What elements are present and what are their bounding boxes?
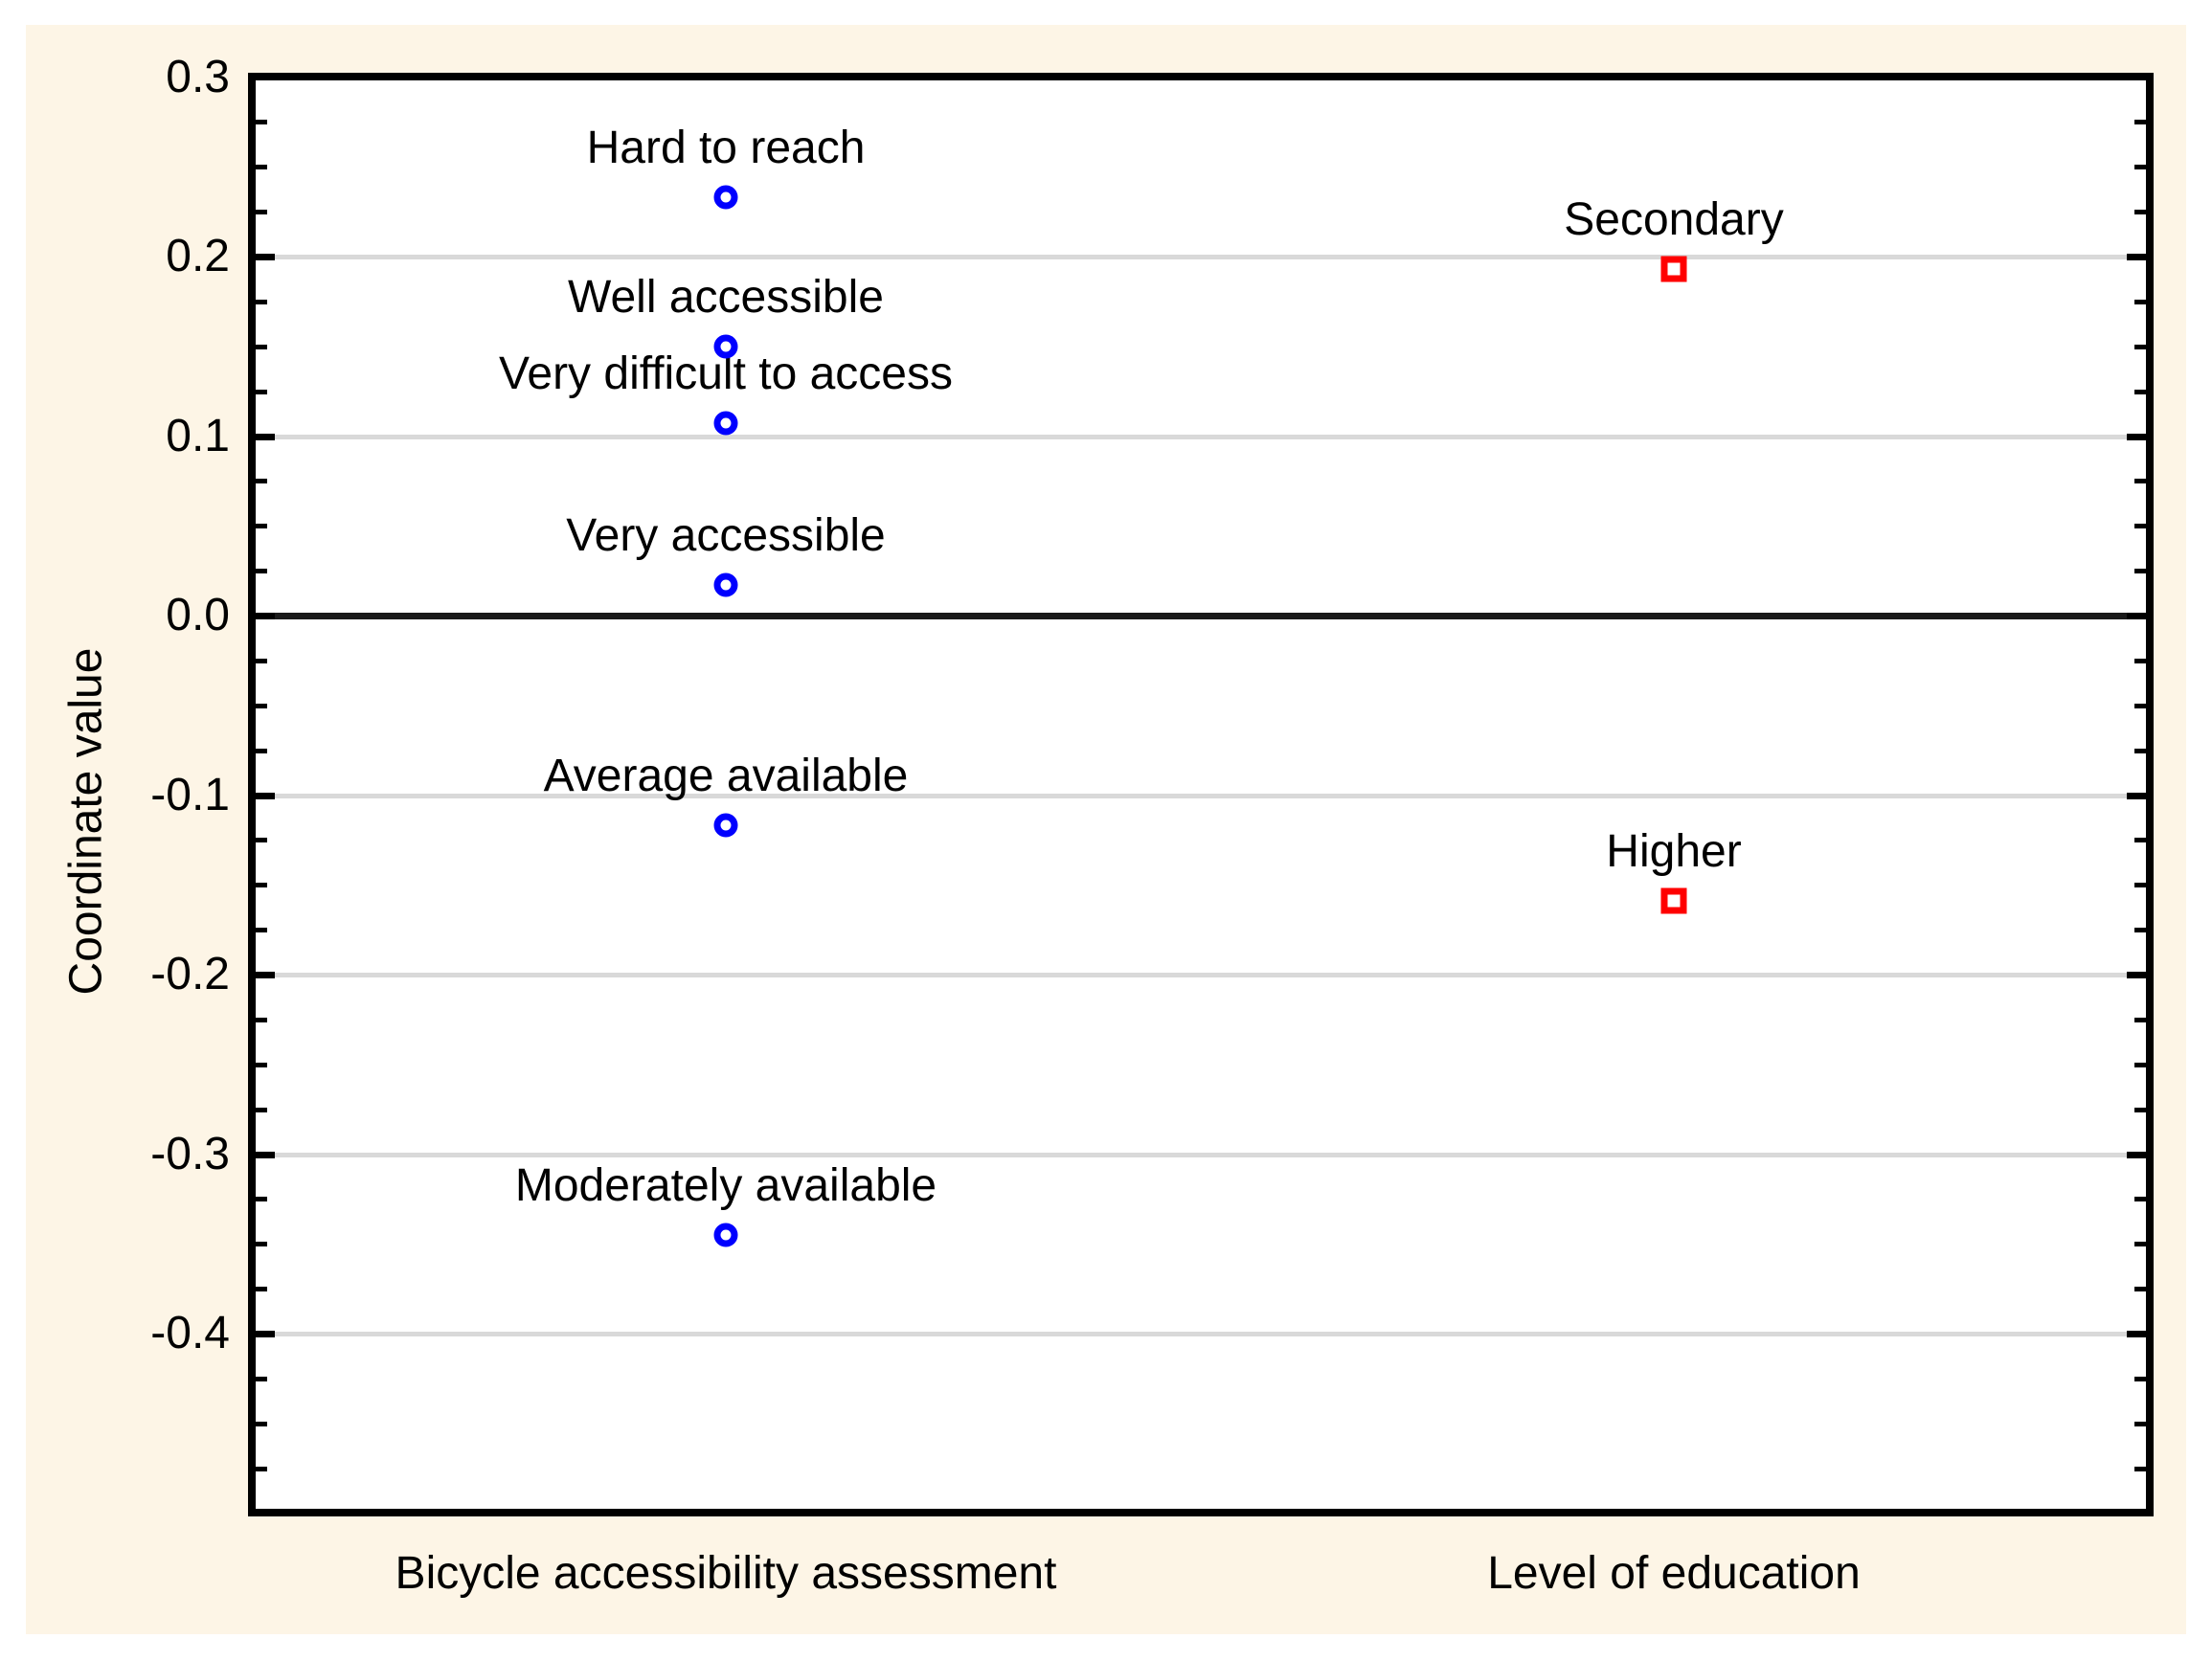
gridline: [256, 973, 2146, 977]
data-point-marker: [713, 411, 738, 436]
y-axis-tick: [2134, 524, 2146, 528]
data-point-marker: [713, 1223, 738, 1247]
y-axis-tick: [256, 434, 275, 440]
y-axis-tick: [256, 1018, 267, 1022]
y-axis-tick: [256, 1331, 275, 1337]
y-tick-label: -0.1: [150, 770, 230, 820]
y-axis-tick: [2134, 1242, 2146, 1246]
gridline: [256, 435, 2146, 439]
zero-line: [256, 613, 2146, 619]
y-axis-tick: [256, 838, 267, 842]
y-axis-tick: [2134, 838, 2146, 842]
y-axis-tick: [256, 254, 275, 260]
y-tick-label: -0.3: [150, 1129, 230, 1179]
gridline: [256, 255, 2146, 259]
y-axis-tick: [2127, 1152, 2146, 1158]
data-point-label: Well accessible: [568, 272, 884, 323]
y-axis-tick: [2134, 1422, 2146, 1426]
y-axis-tick: [2127, 434, 2146, 440]
y-axis-tick: [256, 928, 267, 932]
y-axis-tick: [2134, 1197, 2146, 1201]
y-axis-tick: [256, 1197, 267, 1201]
y-axis-tick: [2127, 972, 2146, 978]
y-axis-tick: [256, 165, 267, 169]
data-point-label: Higher: [1606, 826, 1742, 877]
y-axis-tick: [2134, 1063, 2146, 1067]
y-axis-tick: [256, 972, 275, 978]
y-axis-tick: [256, 210, 267, 214]
y-axis-tick: [2127, 793, 2146, 799]
y-axis-tick: [2127, 613, 2146, 619]
y-axis-tick: [256, 345, 267, 349]
y-axis-tick: [2134, 1287, 2146, 1291]
data-point-label: Secondary: [1564, 194, 1784, 245]
y-axis-tick: [256, 300, 267, 304]
y-axis-tick: [2127, 254, 2146, 260]
y-axis-tick: [256, 1467, 267, 1471]
y-axis-tick: [2134, 300, 2146, 304]
y-axis-tick: [256, 390, 267, 394]
y-axis-tick: [2134, 1108, 2146, 1112]
y-tick-label: 0.2: [166, 231, 230, 281]
y-tick-label: -0.4: [150, 1308, 230, 1358]
y-axis-tick: [256, 479, 267, 483]
y-axis-tick: [2134, 165, 2146, 169]
y-axis-tick: [2134, 479, 2146, 483]
y-axis-tick: [256, 883, 267, 887]
gridline: [256, 794, 2146, 798]
data-point-marker: [713, 813, 738, 838]
y-axis-tick: [256, 1152, 275, 1158]
data-point-label: Moderately available: [514, 1160, 937, 1211]
y-axis-tick: [2134, 210, 2146, 214]
y-tick-label: -0.2: [150, 949, 230, 999]
y-tick-label: 0.1: [166, 411, 230, 461]
y-axis-tick: [256, 1063, 267, 1067]
y-axis-tick: [2134, 1377, 2146, 1381]
y-axis-tick: [256, 1422, 267, 1426]
y-axis-tick: [256, 1287, 267, 1291]
y-axis-tick: [2134, 749, 2146, 753]
y-axis-tick: [2134, 390, 2146, 394]
y-axis-tick: [2127, 1331, 2146, 1337]
y-axis-tick: [256, 613, 275, 619]
x-axis-category-label-level-of-education: Level of education: [1487, 1548, 1861, 1599]
y-axis-tick: [256, 704, 267, 708]
data-point-label: Very accessible: [566, 510, 886, 561]
y-axis-tick: [256, 1242, 267, 1246]
y-axis-tick: [2134, 1018, 2146, 1022]
y-axis-tick: [2134, 120, 2146, 124]
data-point-label: Hard to reach: [586, 123, 866, 173]
y-axis-tick: [256, 569, 267, 573]
y-axis-tick: [256, 524, 267, 528]
y-axis-tick: [256, 1377, 267, 1381]
y-axis-tick: [2134, 569, 2146, 573]
data-point-marker: [1660, 887, 1687, 914]
x-axis-category-label-bicycle-accessibility: Bicycle accessibility assessment: [395, 1548, 1057, 1599]
y-axis-tick: [2134, 928, 2146, 932]
y-axis-tick: [256, 120, 267, 124]
y-axis-tick: [2134, 345, 2146, 349]
gridline: [256, 1153, 2146, 1157]
data-point-marker: [1660, 256, 1687, 282]
data-point-marker: [713, 185, 738, 210]
y-axis-tick: [2134, 704, 2146, 708]
y-axis-tick: [256, 1108, 267, 1112]
y-axis-tick: [2134, 883, 2146, 887]
y-axis-tick: [256, 793, 275, 799]
y-axis-title: Coordinate value: [60, 647, 112, 996]
y-axis-tick: [2134, 1467, 2146, 1471]
y-axis-tick: [2134, 659, 2146, 663]
y-axis-tick: [256, 749, 267, 753]
data-point-label: Average available: [543, 751, 909, 801]
data-point-marker: [713, 334, 738, 359]
gridline: [256, 1332, 2146, 1336]
y-axis-tick: [256, 659, 267, 663]
y-tick-label: 0.3: [166, 52, 230, 102]
y-tick-label: 0.0: [166, 590, 230, 640]
data-point-marker: [713, 572, 738, 597]
